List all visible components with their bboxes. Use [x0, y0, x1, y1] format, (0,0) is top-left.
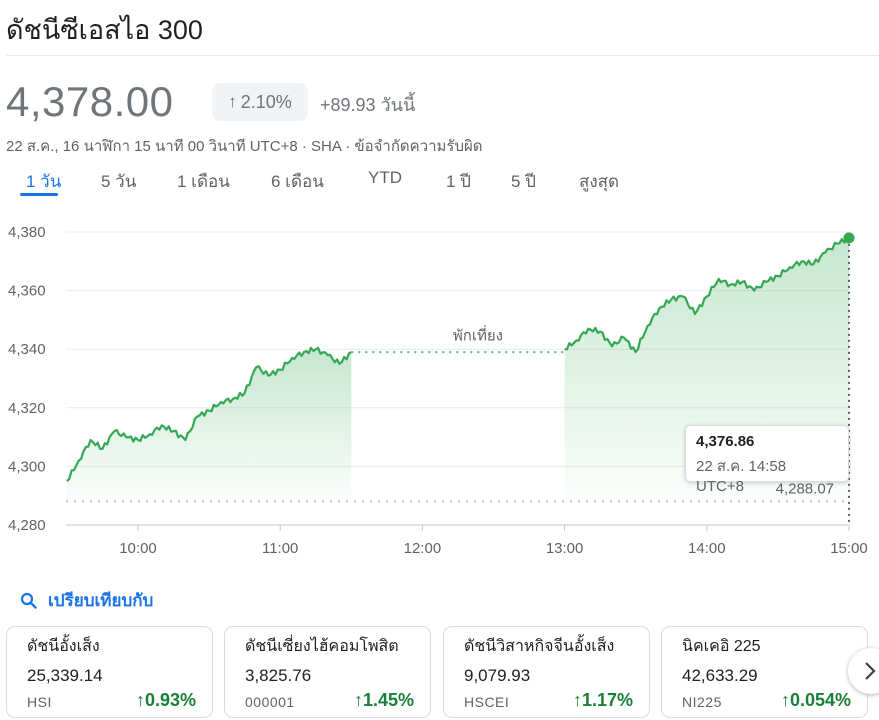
card-change: ↑1.17% — [573, 690, 633, 711]
title-divider — [6, 55, 879, 56]
card-change-value: 1.17% — [581, 690, 633, 710]
card-value: 25,339.14 — [27, 666, 103, 685]
compare-label: เปรียบเทียบกับ — [48, 591, 154, 610]
y-tick-label: 4,320 — [8, 400, 46, 417]
related-card-hsi[interactable]: ดัชนีอั้งเส็ง 25,339.14 HSI ↑0.93% — [6, 626, 213, 718]
related-card-ni225[interactable]: นิคเคอิ 225 42,633.29 NI225 ↑0.054% — [661, 626, 868, 718]
card-change-value: 0.054% — [789, 690, 851, 710]
related-card-hscei[interactable]: ดัชนีวิสาหกิจจีนอั้งเส็ง 9,079.93 HSCEI … — [443, 626, 650, 718]
tab-1-day[interactable]: 1 วัน — [26, 172, 62, 191]
card-name: ดัชนีอั้งเส็ง — [27, 638, 100, 655]
next-cards-button[interactable] — [848, 648, 879, 694]
change-percent-badge: ↑ 2.10% — [212, 83, 308, 121]
last-point-marker — [843, 232, 855, 244]
chart-tooltip: 4,376.86 22 ส.ค. 14:58 UTC+8 — [685, 425, 849, 495]
x-tick-label: 13:00 — [546, 540, 584, 557]
change-percent: 2.10% — [240, 91, 292, 112]
arrow-up-icon: ↑ — [135, 690, 145, 710]
quote-meta: 22 ส.ค., 16 นาฬิกา 15 นาที 00 วินาที UTC… — [6, 138, 483, 155]
session-area-morning — [66, 347, 352, 502]
x-tick-label: 15:00 — [830, 540, 868, 557]
tab-6-months[interactable]: 6 เดือน — [271, 172, 324, 191]
card-change: ↑0.054% — [781, 690, 851, 711]
arrow-up-icon: ↑ — [780, 690, 790, 710]
search-icon — [20, 592, 37, 609]
arrow-up-icon: ↑ — [572, 690, 582, 710]
tooltip-time: 22 ส.ค. 14:58 UTC+8 — [696, 458, 787, 495]
related-card-000001[interactable]: ดัชนีเซี่ยงไฮ้คอมโพสิต 3,825.76 000001 ↑… — [224, 626, 431, 718]
x-tick-label: 14:00 — [688, 540, 726, 557]
active-tab-indicator — [20, 193, 58, 196]
previous-close-label: 4,288.07 — [776, 480, 834, 497]
tab-1-month[interactable]: 1 เดือน — [177, 172, 230, 191]
card-name: ดัชนีเซี่ยงไฮ้คอมโพสิต — [245, 638, 399, 655]
tab-ytd[interactable]: YTD — [368, 168, 402, 187]
card-symbol: HSI — [27, 694, 52, 710]
chevron-right-icon — [865, 662, 876, 680]
x-tick-label: 12:00 — [404, 540, 442, 557]
x-tick-label: 10:00 — [119, 540, 157, 557]
card-name: ดัชนีวิสาหกิจจีนอั้งเส็ง — [464, 638, 615, 655]
card-change: ↑0.93% — [136, 690, 196, 711]
tab-1-year[interactable]: 1 ปี — [446, 172, 471, 191]
compare-link[interactable]: เปรียบเทียบกับ — [20, 587, 153, 614]
arrow-up-icon: ↑ — [228, 92, 237, 111]
tab-5-days[interactable]: 5 วัน — [101, 172, 137, 191]
y-tick-label: 4,380 — [8, 224, 46, 241]
card-symbol: HSCEI — [464, 694, 510, 710]
card-value: 9,079.93 — [464, 666, 531, 685]
x-tick-label: 11:00 — [262, 540, 298, 557]
card-change-value: 0.93% — [144, 690, 196, 710]
card-change: ↑1.45% — [354, 690, 414, 711]
lunch-break-label: พักเที่ยง — [453, 324, 503, 344]
arrow-up-icon: ↑ — [353, 690, 363, 710]
card-symbol: 000001 — [245, 694, 295, 710]
price-line-afternoon — [564, 236, 850, 354]
price-chart[interactable]: 4,280 4,300 4,320 4,340 4,360 4,380 10:00 11:00… — [0, 210, 879, 565]
card-change-value: 1.45% — [362, 690, 414, 710]
card-value: 3,825.76 — [245, 666, 312, 685]
tab-5-years[interactable]: 5 ปี — [511, 172, 536, 191]
price-line-morning — [66, 346, 352, 482]
y-tick-label: 4,280 — [8, 517, 46, 534]
card-value: 42,633.29 — [682, 666, 758, 685]
change-absolute: +89.93 วันนี้ — [320, 95, 416, 115]
tooltip-value: 4,376.86 — [696, 433, 755, 450]
y-tick-label: 4,300 — [8, 458, 46, 475]
y-tick-label: 4,360 — [8, 283, 46, 300]
card-symbol: NI225 — [682, 694, 722, 710]
card-name: นิคเคอิ 225 — [682, 638, 761, 655]
page-title: ดัชนีซีเอสไอ 300 — [6, 15, 203, 45]
tab-max[interactable]: สูงสุด — [579, 172, 620, 191]
current-price: 4,378.00 — [6, 78, 174, 125]
y-tick-label: 4,340 — [8, 341, 46, 358]
